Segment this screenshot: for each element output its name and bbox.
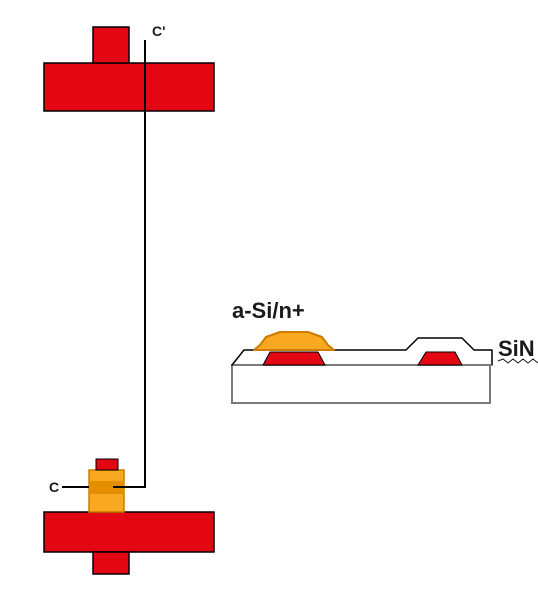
label-c-prime: C' <box>152 23 165 39</box>
label-c: C <box>49 479 59 495</box>
label-sin: SiN <box>498 336 535 361</box>
label-a-si-n-plus: a-Si/n+ <box>232 298 305 323</box>
